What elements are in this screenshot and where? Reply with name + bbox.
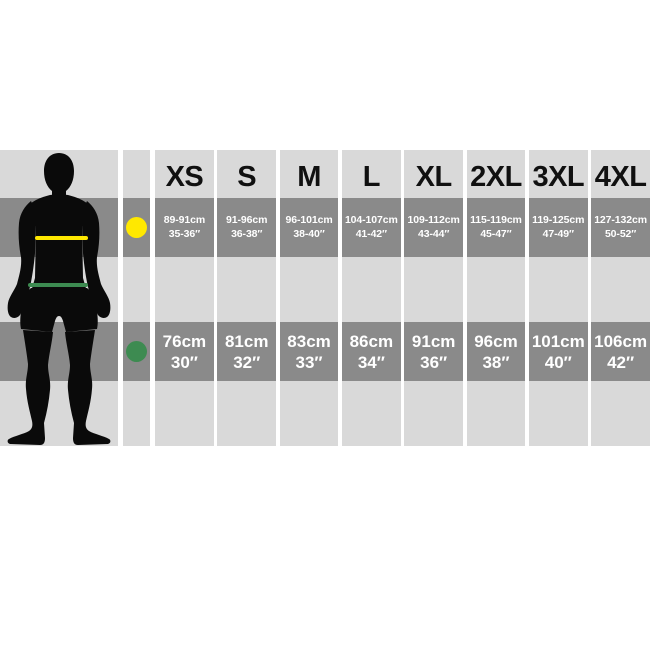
size-column-xl: XL 109-112cm 43-44″ 91cm 36″ [404,150,464,446]
chest-inch-value: 35-36″ [168,227,201,240]
waist-inch-value: 38″ [482,352,510,372]
figure-column [0,150,118,446]
waist-inch-value: 32″ [233,352,261,372]
waist-inch-value: 40″ [544,352,572,372]
chest-cell: 127-132cm 50-52″ [591,198,650,257]
chest-cm-value: 115-119cm [470,214,522,226]
chest-cell: 119-125cm 47-49″ [528,198,588,257]
waist-cm-value: 81cm [224,331,269,351]
size-column-l: L 104-107cm 41-42″ 86cm 34″ [341,150,401,446]
waist-cell: 101cm 40″ [528,322,588,381]
waist-marker-cell [123,322,150,381]
size-header: 4XL [591,150,650,198]
chest-cm-value: 89-91cm [163,214,206,226]
waist-marker-dot-icon [126,341,147,362]
figure-band-waist [0,322,118,381]
size-header: 2XL [466,150,526,198]
chest-cm-value: 96-101cm [285,214,333,226]
chest-cm-value: 104-107cm [344,214,398,226]
chest-inch-value: 43-44″ [418,227,450,240]
waist-inch-value: 34″ [357,352,385,372]
chest-marker-cell [123,198,150,257]
size-header: 3XL [528,150,588,198]
chest-inch-value: 50-52″ [604,227,637,240]
size-header: L [341,150,401,198]
size-chart-table: XS 89-91cm 35-36″ 76cm 30″ S 91-96cm 36-… [0,150,650,446]
waist-cell: 106cm 42″ [591,322,650,381]
size-column-s: S 91-96cm 36-38″ 81cm 32″ [217,150,277,446]
chest-inch-value: 45-47″ [480,227,512,240]
chest-cell: 109-112cm 43-44″ [404,198,464,257]
chest-measure-line [35,236,88,240]
chest-cell: 115-119cm 45-47″ [466,198,526,257]
waist-cm-value: 91cm [411,331,456,351]
waist-cm-value: 83cm [287,331,331,351]
size-column-m: M 96-101cm 38-40″ 83cm 33″ [279,150,339,446]
waist-cm-value: 76cm [162,331,207,351]
size-header: XS [155,150,214,198]
waist-cell: 83cm 33″ [279,322,339,381]
waist-cell: 81cm 32″ [217,322,277,381]
waist-cm-value: 96cm [474,331,518,351]
chest-inch-value: 41-42″ [355,227,387,240]
waist-cell: 91cm 36″ [404,322,464,381]
size-header: S [217,150,277,198]
waist-inch-value: 33″ [295,352,323,372]
waist-inch-value: 42″ [607,352,635,372]
waist-measure-line [28,283,88,287]
waist-cm-value: 101cm [531,331,585,351]
size-header: XL [404,150,464,198]
waist-cm-value: 106cm [594,331,648,351]
waist-cm-value: 86cm [349,331,394,351]
chest-inch-value: 38-40″ [293,227,325,240]
size-column-4xl: 4XL 127-132cm 50-52″ 106cm 42″ [591,150,650,446]
chest-marker-dot-icon [126,217,147,238]
chest-cell: 96-101cm 38-40″ [279,198,339,257]
chest-cm-value: 127-132cm [594,214,647,226]
waist-cell: 86cm 34″ [341,322,401,381]
waist-inch-value: 30″ [170,352,198,372]
chest-cell: 104-107cm 41-42″ [341,198,401,257]
chest-cell: 89-91cm 35-36″ [155,198,214,257]
size-column-2xl: 2XL 115-119cm 45-47″ 96cm 38″ [466,150,526,446]
size-column-3xl: 3XL 119-125cm 47-49″ 101cm 40″ [528,150,588,446]
marker-column [123,150,150,446]
waist-cell: 76cm 30″ [155,322,214,381]
chest-inch-value: 47-49″ [542,227,574,240]
waist-cell: 96cm 38″ [466,322,526,381]
size-header: M [279,150,339,198]
chest-cell: 91-96cm 36-38″ [217,198,277,257]
size-column-xs: XS 89-91cm 35-36″ 76cm 30″ [155,150,214,446]
chest-cm-value: 119-125cm [532,214,585,226]
chest-cm-value: 91-96cm [226,214,268,226]
chest-inch-value: 36-38″ [231,227,263,240]
man-silhouette-icon [7,153,111,445]
waist-inch-value: 36″ [420,352,448,372]
chest-cm-value: 109-112cm [407,214,460,226]
